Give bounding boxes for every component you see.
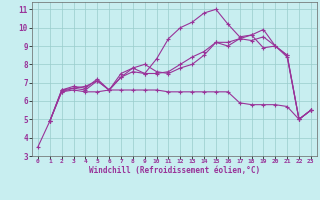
X-axis label: Windchill (Refroidissement éolien,°C): Windchill (Refroidissement éolien,°C) [89, 166, 260, 175]
